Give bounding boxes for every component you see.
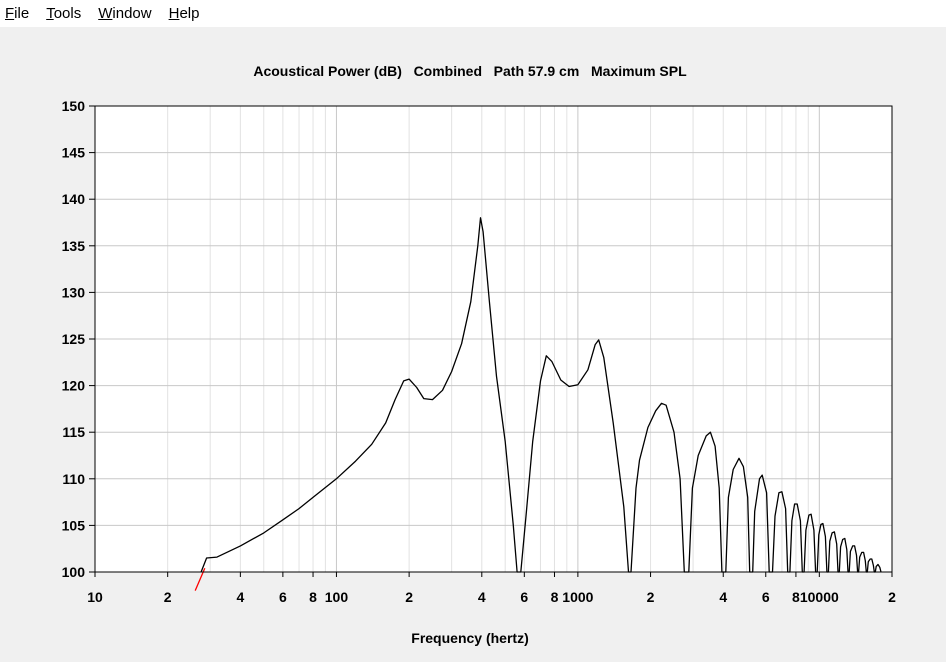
x-tick-label: 2 [164, 589, 172, 605]
y-tick-label: 125 [62, 331, 86, 347]
x-tick-label: 2 [888, 589, 896, 605]
y-tick-label: 100 [62, 564, 86, 580]
x-tick-label: 4 [719, 589, 727, 605]
y-tick-label: 120 [62, 378, 86, 394]
x-tick-label: 8 [309, 589, 317, 605]
menu-bar: File Tools Window Help [0, 0, 946, 27]
acoustical-power-chart: Acoustical Power (dB) Combined Path 57.9… [62, 63, 896, 646]
x-tick-label: 2 [405, 589, 413, 605]
y-tick-label: 115 [62, 424, 85, 440]
x-tick-label: 2 [647, 589, 655, 605]
chart-title: Acoustical Power (dB) Combined Path 57.9… [253, 63, 687, 79]
x-tick-label: 100 [325, 589, 349, 605]
menu-window[interactable]: Window [98, 5, 152, 22]
y-tick-label: 135 [62, 238, 86, 254]
x-tick-labels: 10 2 4 6 8 100 2 4 6 8 1000 2 4 6 8 10000 2 [87, 572, 896, 605]
menu-file[interactable]: File [5, 5, 30, 22]
x-tick-label: 10000 [800, 589, 839, 605]
y-tick-label: 145 [62, 145, 86, 161]
grid [95, 106, 892, 572]
y-tick-labels: 100 105 110 115 120 125 130 135 140 145 150 [62, 98, 95, 580]
menu-tools[interactable]: Tools [46, 5, 82, 22]
chart-panel: Acoustical Power (dB) Combined Path 57.9… [0, 27, 946, 662]
y-tick-label: 110 [62, 471, 85, 487]
x-tick-label: 6 [762, 589, 770, 605]
y-tick-label: 140 [62, 191, 86, 207]
x-tick-label: 8 [551, 589, 559, 605]
y-tick-label: 150 [62, 98, 86, 114]
x-tick-label: 8 [792, 589, 800, 605]
y-tick-label: 130 [62, 284, 86, 300]
y-tick-label: 105 [62, 517, 86, 533]
x-axis-label: Frequency (hertz) [411, 630, 528, 646]
x-tick-label: 1000 [562, 589, 593, 605]
x-tick-label: 6 [279, 589, 287, 605]
x-tick-label: 4 [236, 589, 244, 605]
menu-help[interactable]: Help [168, 5, 200, 22]
x-tick-label: 6 [520, 589, 528, 605]
x-tick-label: 10 [87, 589, 103, 605]
x-tick-label: 4 [478, 589, 486, 605]
